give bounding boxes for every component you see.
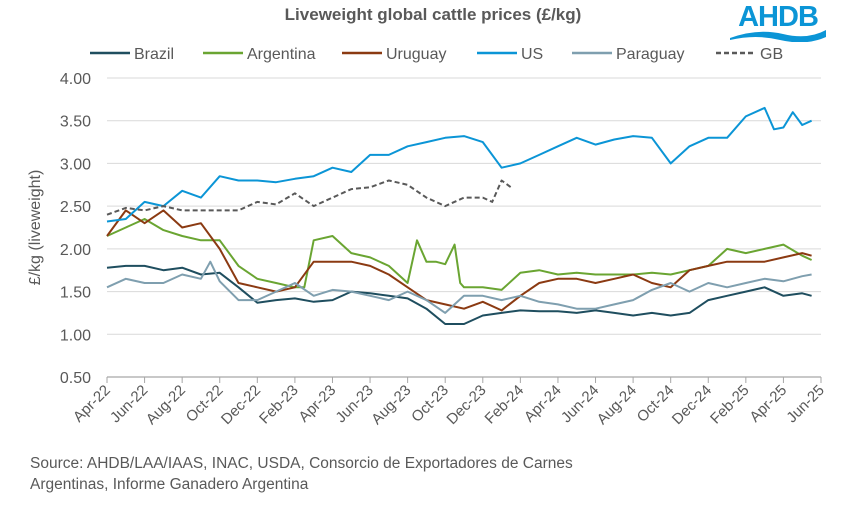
source-line: Source: AHDB/LAA/IAAS, INAC, USDA, Conso… [30, 455, 573, 472]
x-tick-label: Apr-22 [70, 382, 114, 426]
legend-label: Brazil [134, 46, 174, 63]
legend-label: Uruguay [386, 46, 446, 63]
x-tick-label: Dec-23 [443, 382, 489, 428]
x-tick-label: Jun-25 [783, 382, 827, 426]
series-line-uruguay [106, 209, 812, 312]
y-tick-label: 3.50 [60, 114, 91, 131]
series-line-paraguay [106, 260, 812, 314]
svg-text:AHDB: AHDB [738, 1, 818, 33]
y-tick-label: 1.50 [60, 285, 91, 302]
ahdb-logo: AHDB [730, 1, 826, 42]
x-tick-label: Feb-23 [256, 382, 302, 428]
x-tick-label: Feb-24 [482, 382, 528, 428]
series-line-brazil [106, 264, 812, 325]
x-tick-label: Feb-25 [707, 382, 753, 428]
legend-label: US [521, 46, 543, 63]
x-tick-label: Apr-24 [521, 382, 565, 426]
x-tick-label: Aug-23 [368, 382, 414, 428]
legend-label: GB [760, 46, 783, 63]
series-line-argentina [106, 218, 813, 291]
x-tick-label: Jun-23 [332, 382, 376, 426]
x-tick-label: Dec-24 [669, 382, 715, 428]
x-tick-label: Aug-24 [594, 382, 640, 428]
x-tick-label: Jun-22 [107, 382, 151, 426]
y-tick-label: 2.50 [60, 199, 91, 216]
y-tick-label: 0.50 [60, 370, 91, 387]
legend-label: Argentina [247, 46, 316, 63]
source-note: Source: AHDB/LAA/IAAS, INAC, USDA, Conso… [30, 453, 573, 495]
y-axis-label: £/kg (liveweight) [27, 170, 44, 286]
series-line-gb [106, 179, 512, 216]
y-tick-label: 2.00 [60, 242, 91, 259]
chart-title: Liveweight global cattle prices (£/kg) [284, 5, 582, 24]
y-tick-label: 1.00 [60, 327, 91, 344]
x-tick-label: Dec-22 [218, 382, 264, 428]
x-tick-label: Jun-24 [558, 382, 602, 426]
source-line: Argentinas, Informe Ganadero Argentina [30, 476, 309, 493]
x-tick-label: Aug-22 [143, 382, 189, 428]
x-tick-label: Apr-25 [746, 382, 790, 426]
y-tick-label: 4.00 [60, 71, 91, 88]
legend-label: Paraguay [616, 46, 685, 63]
y-tick-label: 3.00 [60, 156, 91, 173]
x-tick-label: Apr-23 [295, 382, 339, 426]
series-line-us [106, 106, 813, 223]
line-chart: 0.501.001.502.002.503.003.504.00Apr-22Ju… [27, 46, 828, 428]
